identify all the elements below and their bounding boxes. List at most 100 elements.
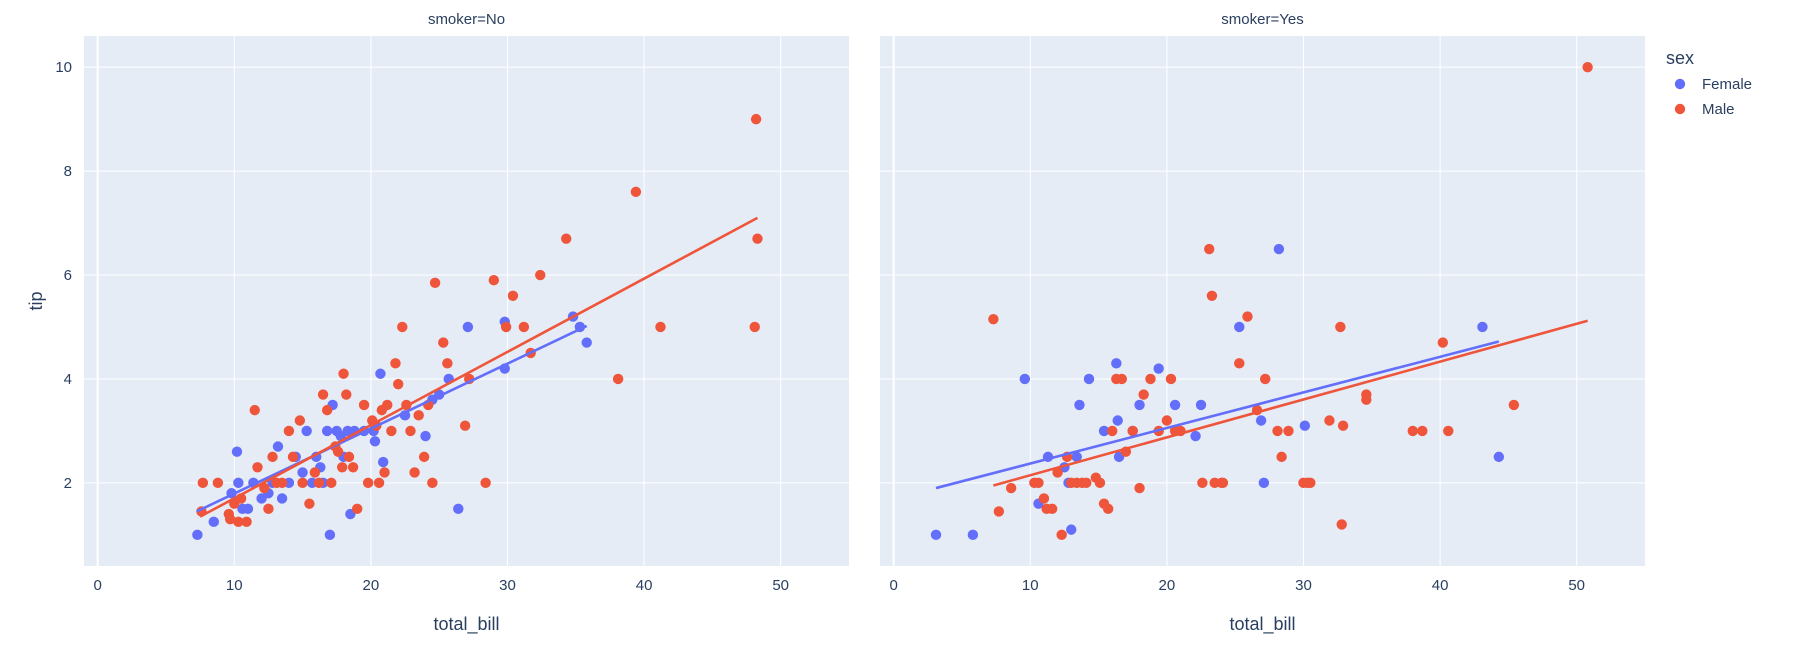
data-point[interactable] [313,477,325,489]
legend-marker[interactable] [1674,78,1686,90]
data-point[interactable] [442,358,453,369]
data-point[interactable] [397,321,408,333]
data-point[interactable] [1305,477,1316,489]
legend-marker[interactable] [1674,103,1686,115]
data-point[interactable] [1005,482,1017,494]
data-point[interactable] [379,467,390,478]
trendline-male[interactable] [993,319,1588,487]
data-point[interactable] [1019,373,1031,385]
data-point[interactable] [612,373,624,385]
data-point[interactable] [1145,373,1156,385]
data-point[interactable] [1283,425,1294,437]
data-point[interactable] [1206,290,1218,302]
data-point[interactable] [1102,503,1114,515]
data-point[interactable] [197,477,209,489]
data-point[interactable] [749,321,760,333]
data-point[interactable] [967,529,979,541]
data-point[interactable] [1038,493,1050,504]
data-point[interactable] [535,269,546,281]
data-point[interactable] [1443,425,1454,437]
data-point[interactable] [1074,399,1085,411]
data-point[interactable] [321,404,333,416]
data-point[interactable] [1407,425,1418,437]
data-point[interactable] [1234,321,1245,333]
data-point[interactable] [1276,451,1287,463]
data-point[interactable] [1153,363,1164,374]
data-point[interactable] [581,337,592,348]
data-point[interactable] [1138,389,1149,400]
data-point[interactable] [453,503,464,515]
data-point[interactable] [304,498,315,509]
data-point[interactable] [377,456,389,468]
data-point[interactable] [1477,321,1488,333]
data-point[interactable] [267,451,278,463]
data-point[interactable] [1336,519,1347,530]
data-point[interactable] [459,420,471,431]
data-point[interactable] [390,358,401,369]
data-point[interactable] [336,462,348,473]
data-point[interactable] [1134,399,1145,411]
data-point[interactable] [386,425,397,437]
data-point[interactable] [630,186,642,198]
data-point[interactable] [1169,399,1181,411]
data-point[interactable] [1111,358,1122,369]
data-point[interactable] [297,477,308,489]
data-point[interactable] [276,477,288,489]
data-point[interactable] [375,368,386,379]
data-point[interactable] [373,477,385,489]
data-point[interactable] [1508,399,1520,411]
data-point[interactable] [561,233,572,244]
data-point[interactable] [272,441,284,452]
data-point[interactable] [338,368,349,379]
data-point[interactable] [1165,373,1177,385]
data-point[interactable] [427,477,438,489]
data-point[interactable] [1052,467,1063,478]
data-point[interactable] [294,415,306,426]
data-point[interactable] [1190,430,1201,442]
data-point[interactable] [1071,451,1082,463]
data-point[interactable] [369,436,381,447]
data-point[interactable] [1134,482,1145,494]
data-point[interactable] [352,503,363,515]
data-point[interactable] [343,451,355,463]
data-point[interactable] [241,516,252,528]
data-point[interactable] [208,516,219,528]
data-point[interactable] [212,477,224,489]
data-point[interactable] [1066,524,1077,535]
data-point[interactable] [233,477,244,489]
data-point[interactable] [1437,337,1449,348]
data-point[interactable] [429,277,441,289]
data-point[interactable] [1234,358,1245,369]
data-point[interactable] [1127,425,1138,437]
data-point[interactable] [518,321,530,333]
data-point[interactable] [500,321,512,333]
data-point[interactable] [1337,420,1349,431]
data-point[interactable] [438,337,449,348]
data-point[interactable] [930,529,942,541]
data-point[interactable] [1272,425,1283,437]
data-point[interactable] [1582,61,1593,73]
data-point[interactable] [988,313,999,325]
data-point[interactable] [480,477,491,489]
legend-label[interactable]: Female [1702,76,1752,93]
data-point[interactable] [347,462,359,473]
data-point[interactable] [242,503,254,515]
data-point[interactable] [276,493,288,504]
data-point[interactable] [252,462,263,473]
data-point[interactable] [1242,311,1253,322]
data-point[interactable] [1112,415,1123,426]
data-point[interactable] [1204,243,1215,255]
data-point[interactable] [1033,477,1044,489]
data-point[interactable] [1083,373,1095,385]
data-point[interactable] [263,503,274,515]
legend-label[interactable]: Male [1702,101,1735,118]
data-point[interactable] [420,430,431,442]
data-point[interactable] [332,446,344,457]
data-point[interactable] [1197,477,1208,489]
data-point[interactable] [1361,394,1372,405]
data-point[interactable] [317,389,329,400]
data-point[interactable] [1217,477,1229,489]
data-point[interactable] [326,477,337,489]
data-point[interactable] [341,389,352,400]
data-point[interactable] [321,425,333,437]
